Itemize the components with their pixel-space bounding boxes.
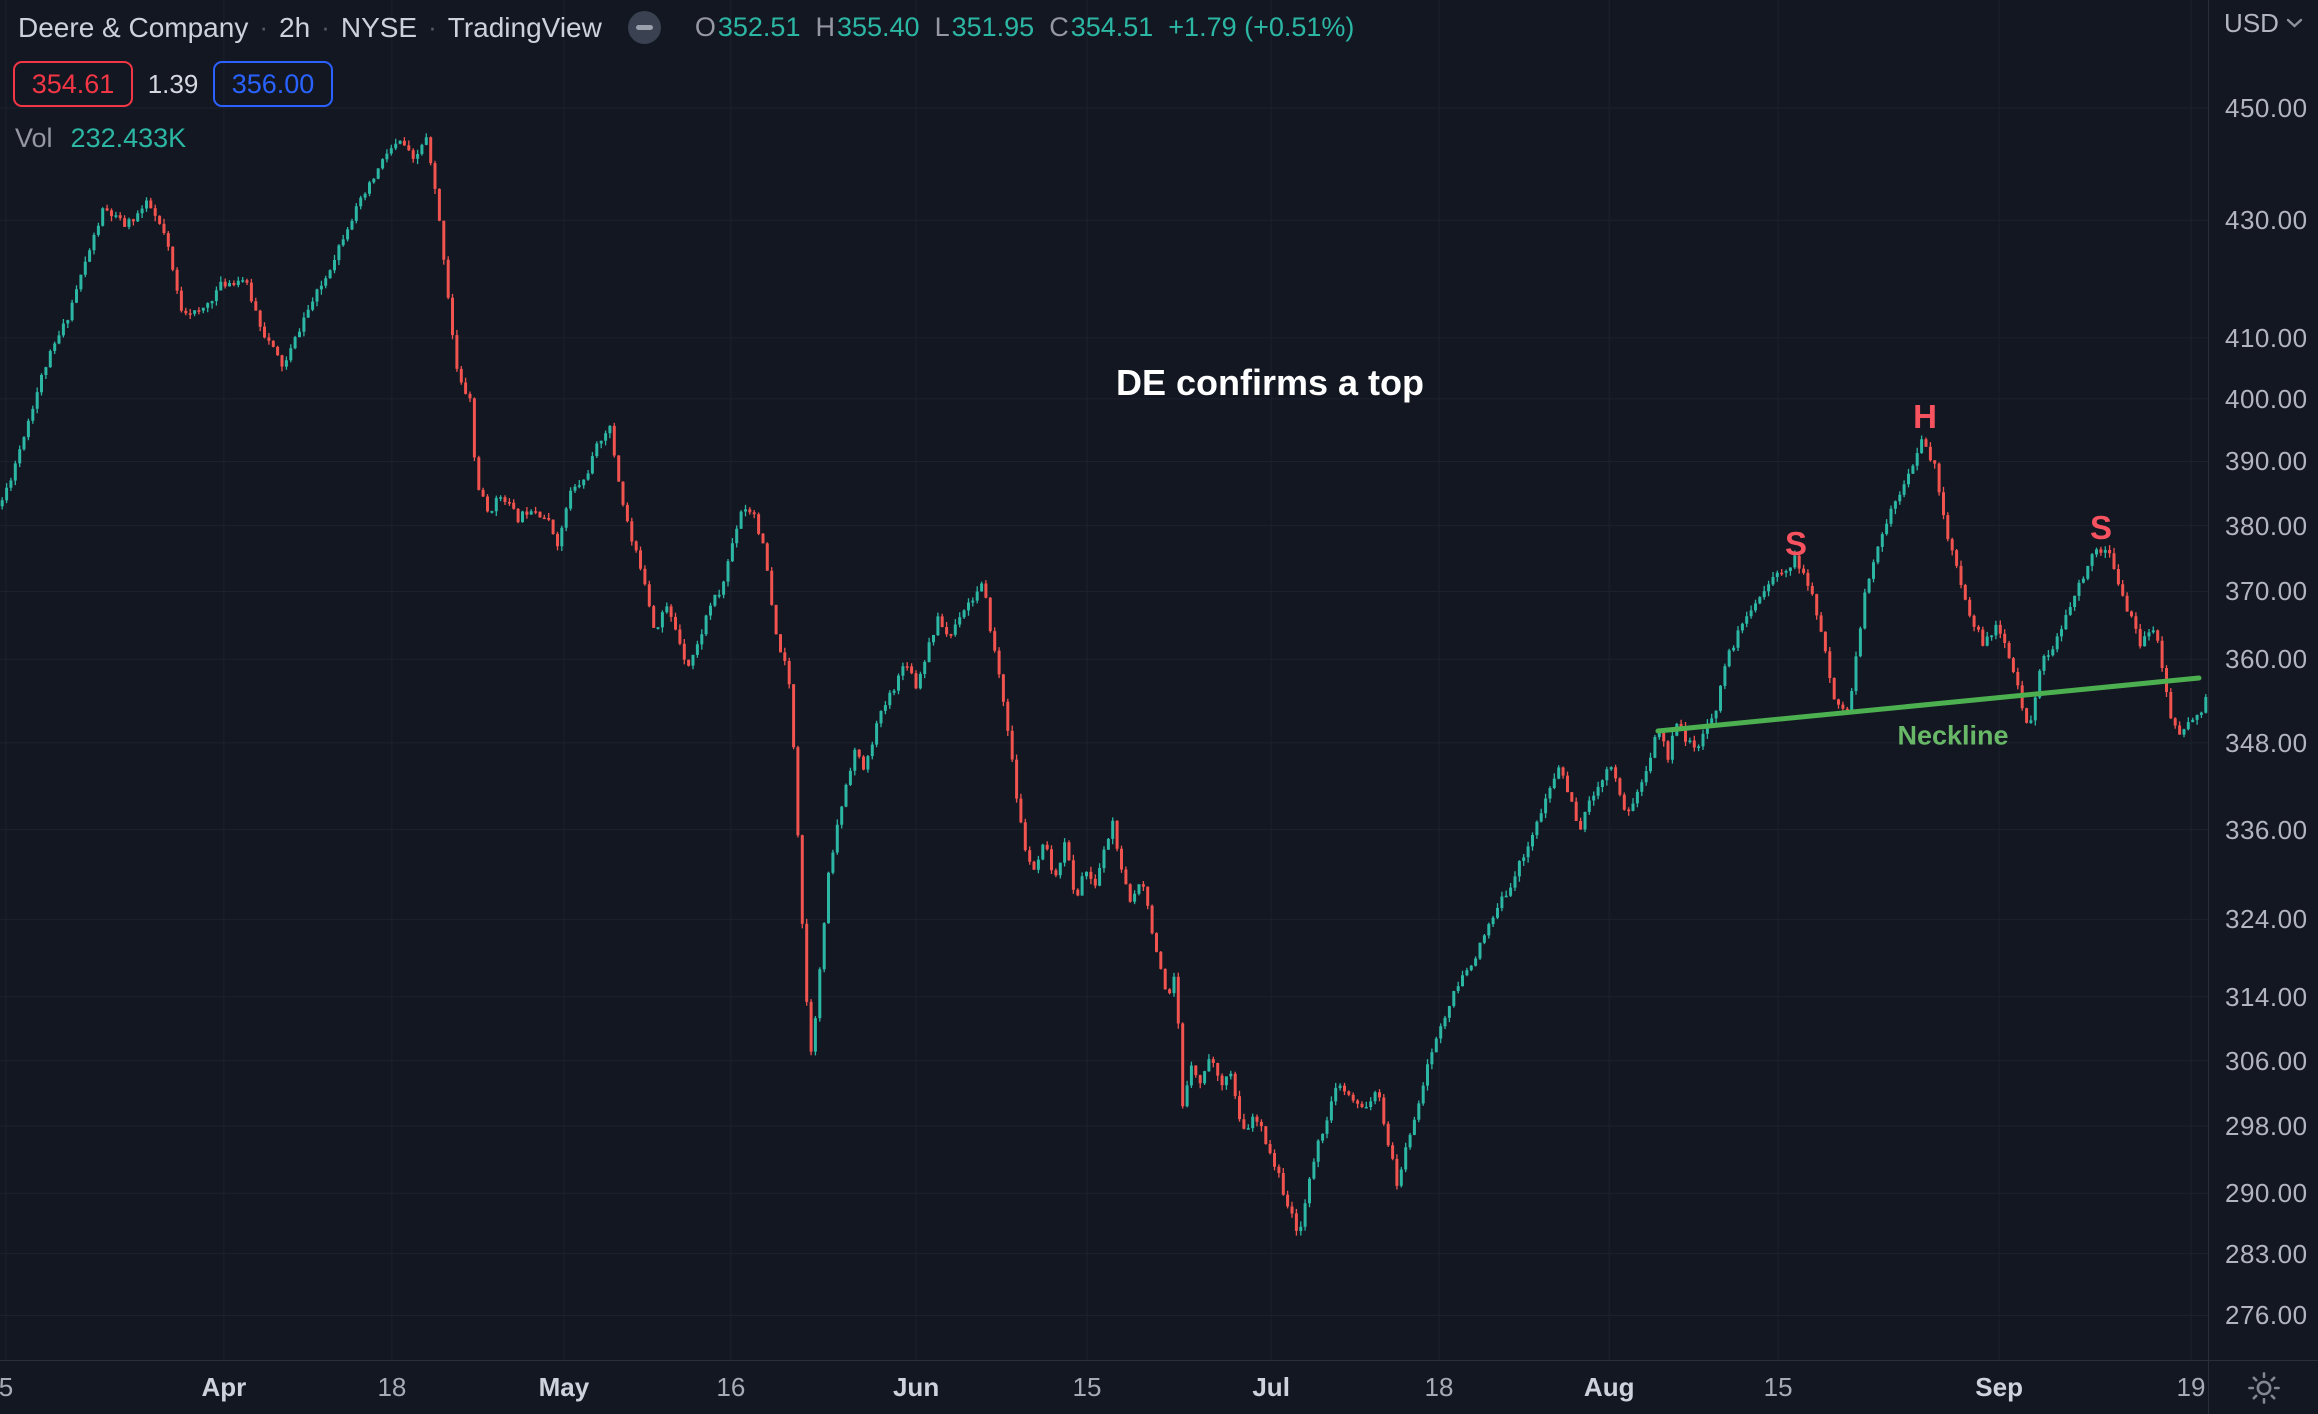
volume-value: 232.433K <box>70 123 187 153</box>
price-tick-324: 324.00 <box>2225 904 2308 935</box>
price-tick-348: 348.00 <box>2225 727 2308 758</box>
open-label: O <box>694 12 716 42</box>
high-label: H <box>815 12 835 42</box>
interval-label[interactable]: 2h <box>279 11 311 43</box>
source-label: TradingView <box>447 11 602 43</box>
price-tick-370: 370.00 <box>2225 576 2308 607</box>
time-tick-Jul: Jul <box>1252 1372 1290 1402</box>
price-axis[interactable]: USD 450.00 430.00 410.00 400.00 390.00 380.00… <box>2208 0 2318 1360</box>
open-value: 352.51 <box>717 12 801 42</box>
currency-selector[interactable]: USD <box>2209 0 2318 46</box>
settings-gear-icon[interactable] <box>2246 1370 2282 1406</box>
pattern-label-H[interactable]: H <box>1913 398 1937 435</box>
volume-label: Vol <box>15 123 53 153</box>
price-tick-314: 314.00 <box>2225 981 2308 1012</box>
legend-minus-icon[interactable] <box>627 11 661 44</box>
candlestick-chart-canvas[interactable] <box>0 0 2208 1360</box>
low-label: L <box>934 12 950 42</box>
price-tick-380: 380.00 <box>2225 510 2308 541</box>
ohlc-readout: O 352.51 H 355.40 L 351.95 C 354.51 +1.79 (+… <box>695 12 1355 43</box>
price-tick-430: 430.00 <box>2225 205 2308 236</box>
low-value: 351.95 <box>951 12 1035 42</box>
axis-settings-corner <box>2208 1360 2318 1414</box>
time-tick-18: 18 <box>377 1372 407 1402</box>
time-tick-5: 5 <box>0 1372 14 1402</box>
time-tick-16: 16 <box>716 1372 746 1402</box>
price-tick-306: 306.00 <box>2225 1045 2308 1076</box>
bid-button[interactable]: 354.61 <box>13 61 133 107</box>
quote-row: 354.61 1.39 356.00 <box>13 61 333 107</box>
exchange-label: NYSE <box>340 11 418 43</box>
spread-value: 1.39 <box>147 68 199 99</box>
close-label: C <box>1049 12 1069 42</box>
time-tick-19: 19 <box>2176 1372 2206 1402</box>
price-tick-336: 336.00 <box>2225 814 2308 845</box>
price-tick-276: 276.00 <box>2225 1300 2308 1331</box>
high-value: 355.40 <box>836 12 920 42</box>
symbol-name[interactable]: Deere & Company <box>18 11 249 43</box>
chevron-down-icon <box>2286 18 2303 28</box>
pattern-label-S[interactable]: S <box>1784 525 1808 562</box>
time-tick-May: May <box>538 1372 590 1402</box>
price-tick-290: 290.00 <box>2225 1178 2308 1209</box>
currency-label: USD <box>2224 7 2279 38</box>
time-tick-Jun: Jun <box>892 1372 940 1402</box>
price-tick-390: 390.00 <box>2225 446 2308 477</box>
time-tick-Sep: Sep <box>1975 1372 2023 1402</box>
price-tick-400: 400.00 <box>2225 383 2308 414</box>
separator-dot: · <box>321 12 330 42</box>
chart-annotation-title[interactable]: DE confirms a top <box>1115 362 1425 403</box>
pattern-label-S[interactable]: S <box>2089 509 2113 546</box>
price-tick-450: 450.00 <box>2225 93 2308 123</box>
time-axis[interactable]: 5 Apr 18 May 16 Jun 15 Jul 18 Aug 15 Sep 19 <box>0 1360 2208 1414</box>
time-tick-15: 15 <box>1763 1372 1793 1402</box>
separator-dot: · <box>259 12 269 42</box>
minus-bar <box>635 25 653 30</box>
time-tick-18: 18 <box>1424 1372 1454 1402</box>
change-value: +1.79 (+0.51%) <box>1168 12 1355 42</box>
volume-readout: Vol 232.433K <box>15 123 186 154</box>
separator-dot: · <box>428 12 437 42</box>
neckline-label[interactable]: Neckline <box>1897 720 2009 751</box>
price-tick-298: 298.00 <box>2225 1111 2308 1142</box>
time-tick-Apr: Apr <box>201 1372 247 1402</box>
price-tick-360: 360.00 <box>2225 644 2308 675</box>
time-tick-15: 15 <box>1072 1372 1102 1402</box>
ask-button[interactable]: 356.00 <box>213 61 333 107</box>
price-tick-410: 410.00 <box>2225 322 2308 353</box>
close-value: 354.51 <box>1070 12 1154 42</box>
chart-legend: Deere & Company · 2h · NYSE · TradingVie… <box>18 11 1354 44</box>
time-tick-Aug: Aug <box>1583 1372 1635 1402</box>
price-tick-283: 283.00 <box>2225 1238 2308 1269</box>
